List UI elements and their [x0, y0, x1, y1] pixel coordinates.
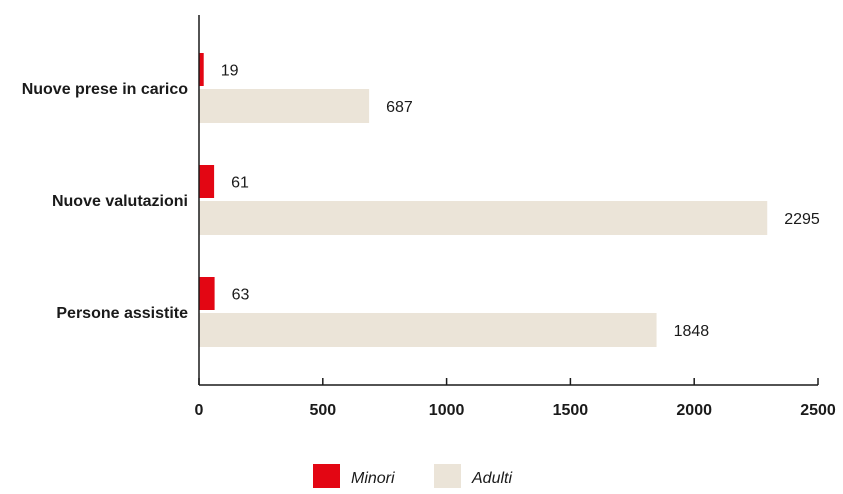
axis-layer: 0 500 1000 1500 2000 2500	[195, 15, 836, 419]
bar-adulti-2	[199, 201, 768, 235]
legend-item-adulti: Adulti	[434, 464, 512, 488]
data-label: 687	[386, 99, 413, 116]
legend-label: Adulti	[471, 470, 512, 487]
data-label: 63	[232, 287, 250, 304]
x-tick-label: 500	[309, 402, 336, 419]
x-tick-label: 1500	[553, 402, 589, 419]
x-tick-label: 0	[195, 402, 204, 419]
legend-item-minori: Minori	[313, 464, 395, 488]
bar-minori-3	[199, 277, 215, 310]
bar-minori-2	[199, 165, 215, 198]
legend: Minori Adulti	[313, 464, 512, 488]
legend-swatch	[313, 464, 340, 488]
x-tick-label: 2000	[676, 402, 712, 419]
data-label: 1848	[674, 323, 710, 340]
legend-swatch	[434, 464, 461, 488]
category-label: Nuove valutazioni	[52, 193, 188, 210]
data-label: 2295	[784, 211, 820, 228]
bar-adulti-1	[199, 89, 370, 123]
bar-minori-1	[199, 53, 204, 86]
data-label: 19	[221, 63, 239, 80]
bars-layer	[199, 53, 768, 347]
x-tick-label: 1000	[429, 402, 465, 419]
category-label: Persone assistite	[56, 305, 188, 322]
x-tick-label: 2500	[800, 402, 836, 419]
bar-adulti-3	[199, 313, 657, 347]
data-label: 61	[231, 175, 249, 192]
legend-label: Minori	[351, 470, 395, 487]
labels-layer: Nuove prese in carico 19 687 Nuove valutazi…	[22, 63, 820, 341]
category-label: Nuove prese in carico	[22, 81, 189, 98]
